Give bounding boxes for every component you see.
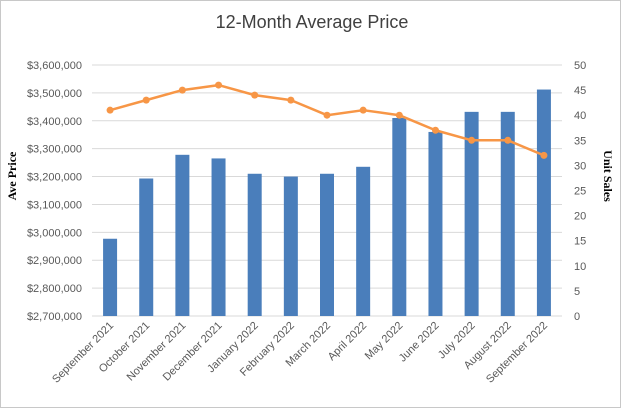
line-point	[287, 96, 295, 104]
line-point	[395, 111, 403, 119]
y2-tick-label: 25	[574, 186, 586, 198]
bar	[320, 173, 334, 316]
line-series	[106, 81, 548, 159]
bar	[356, 166, 371, 316]
line-point	[215, 81, 223, 89]
y-tick-label: $2,700,000	[27, 311, 82, 323]
y2-tick-label: 30	[574, 160, 586, 172]
bar	[392, 117, 407, 316]
bar	[428, 131, 443, 316]
series-line	[109, 83, 545, 157]
y2-tick-label: 5	[574, 286, 580, 298]
y-tick-label: $3,100,000	[27, 199, 82, 211]
y2-tick-label: 0	[574, 311, 580, 323]
y2-tick-label: 10	[574, 261, 586, 273]
y2-tick-label: 45	[574, 85, 586, 97]
y2-tick-label: 20	[574, 211, 586, 223]
y-tick-label: $3,200,000	[27, 172, 82, 184]
chart-title: 12-Month Average Price	[216, 12, 409, 32]
bar	[211, 158, 226, 316]
left-axis-ticks: $2,700,000 $2,800,000 $2,900,000 $3,000,000…	[27, 60, 82, 323]
y2-tick-label: 40	[574, 110, 586, 122]
line-point	[323, 111, 331, 119]
x-tick-label: September 2022	[484, 320, 550, 386]
line-point	[106, 106, 114, 114]
y-tick-label: $3,400,000	[27, 116, 82, 128]
y-tick-label: $2,800,000	[27, 283, 82, 295]
y2-tick-label: 15	[574, 236, 586, 248]
y-axis-title: Ave Price	[5, 151, 19, 200]
y-tick-label: $2,900,000	[27, 255, 82, 267]
x-tick-label: September 2021	[50, 320, 116, 386]
y-tick-label: $3,500,000	[27, 88, 82, 100]
bar	[247, 173, 262, 316]
y-tick-label: $3,600,000	[27, 60, 82, 72]
y2-tick-label: 35	[574, 135, 586, 147]
bar	[139, 178, 154, 316]
right-axis-ticks: 0 5 10 15 20 25 30 35 40 45 50	[574, 60, 586, 323]
line-point	[251, 91, 259, 99]
bar	[103, 238, 118, 316]
line-point	[468, 136, 476, 144]
y2-tick-label: 50	[574, 60, 586, 72]
line-point	[504, 136, 512, 144]
y-tick-label: $3,300,000	[27, 144, 82, 156]
line-point	[359, 106, 367, 114]
line-point	[178, 86, 186, 94]
line-point	[540, 151, 548, 159]
bar	[500, 111, 515, 316]
line-point	[431, 126, 439, 134]
bar-series	[103, 89, 551, 316]
x-tick-label: April 2022	[326, 320, 370, 364]
y-tick-label: $3,000,000	[27, 227, 82, 239]
bar	[464, 111, 479, 316]
bar	[283, 176, 298, 316]
bar	[175, 154, 190, 316]
line-point	[142, 96, 150, 104]
bar	[536, 89, 551, 316]
y2-axis-title: Unit Sales	[601, 150, 615, 202]
